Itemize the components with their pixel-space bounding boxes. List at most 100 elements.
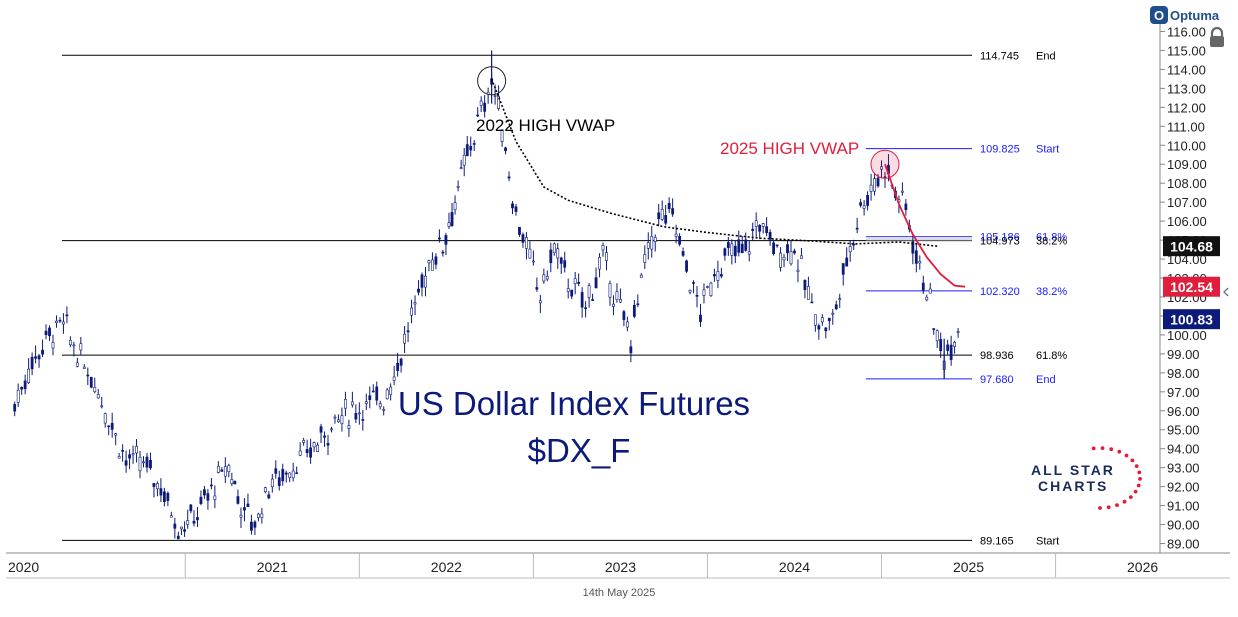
lock-icon[interactable] xyxy=(1207,26,1227,48)
candle-body xyxy=(817,325,821,330)
candle-body xyxy=(591,299,594,301)
logo-star xyxy=(1137,470,1142,475)
level-value-label: 109.825 xyxy=(980,144,1020,156)
y-tick-label: 114.00 xyxy=(1167,62,1206,77)
vwap-2025-line xyxy=(884,163,966,288)
candle-body xyxy=(162,491,166,502)
candle-body xyxy=(30,356,34,370)
candle-body xyxy=(189,504,193,512)
level-tag-label: 38.2% xyxy=(1036,236,1067,248)
candle-body xyxy=(695,295,699,297)
candle-body xyxy=(716,271,720,281)
candle-body xyxy=(726,242,730,249)
candle-body xyxy=(528,248,532,259)
candle-body xyxy=(270,478,274,488)
candle-body xyxy=(723,248,727,256)
candle-body xyxy=(316,444,319,453)
vwap-2022-line xyxy=(490,78,938,247)
y-tick-label: 112.00 xyxy=(1167,100,1206,115)
candle-body xyxy=(96,394,100,399)
y-tick-label: 90.00 xyxy=(1167,518,1200,533)
optuma-logo-icon: O xyxy=(1150,6,1168,24)
candle-body xyxy=(378,403,382,408)
level-tag-label: End xyxy=(1036,50,1056,62)
candle-body xyxy=(281,469,285,482)
candle-body xyxy=(803,279,807,290)
candle-body xyxy=(692,282,695,284)
candle-body xyxy=(946,344,950,351)
candle-body xyxy=(142,461,145,464)
candle-body xyxy=(183,529,186,532)
price-tag xyxy=(1163,309,1220,330)
candle-body xyxy=(79,343,83,351)
candle-body xyxy=(570,289,574,297)
candle-body xyxy=(873,178,876,192)
candle-body xyxy=(538,300,542,304)
y-tick-label: 92.00 xyxy=(1167,480,1200,495)
candle-body xyxy=(514,206,518,212)
candle-body xyxy=(650,236,654,250)
candle-body xyxy=(737,239,741,253)
candle-body xyxy=(319,426,323,433)
y-tick-label: 115.00 xyxy=(1167,43,1206,58)
candle-body xyxy=(199,496,203,504)
y-tick-label: 107.00 xyxy=(1167,195,1207,210)
candle-body xyxy=(876,177,880,187)
logo-star xyxy=(1117,449,1122,454)
candle-body xyxy=(605,252,608,261)
logo-star xyxy=(1128,495,1133,499)
candle-body xyxy=(939,339,943,352)
candle-body xyxy=(681,251,685,256)
candle-body xyxy=(880,166,883,170)
price-tag-label: 100.83 xyxy=(1170,312,1213,328)
candle-body xyxy=(667,203,671,210)
candle-body xyxy=(274,468,278,474)
candle-body xyxy=(75,362,79,367)
candle-body xyxy=(135,445,138,454)
candle-body xyxy=(904,203,908,211)
candle-body xyxy=(223,466,227,477)
all-star-logo-line2: CHARTS xyxy=(1038,478,1109,494)
candle-body xyxy=(678,235,682,245)
candle-body xyxy=(507,176,511,179)
level-value-label: 98.936 xyxy=(980,350,1014,362)
candle-body xyxy=(196,517,199,521)
optuma-logo: O Optuma xyxy=(1150,4,1219,26)
candle-body xyxy=(577,281,581,284)
candle-body xyxy=(93,386,97,393)
candle-body xyxy=(782,256,786,261)
y-tick-label: 91.00 xyxy=(1167,499,1200,514)
candle-body xyxy=(813,314,817,326)
candle-body xyxy=(138,456,142,472)
candle-body xyxy=(27,368,31,383)
candle-body xyxy=(330,428,333,431)
candle-body xyxy=(227,465,231,473)
x-tick-label: 2026 xyxy=(1127,559,1158,575)
candle-body xyxy=(354,413,358,420)
candle-body xyxy=(41,349,44,355)
candle-body xyxy=(250,521,253,531)
candle-body xyxy=(389,386,393,395)
candle-body xyxy=(646,242,650,249)
candle-body xyxy=(563,260,567,268)
candle-body xyxy=(747,251,751,255)
candle-body xyxy=(824,327,828,332)
logo-star xyxy=(1133,489,1138,494)
candle-body xyxy=(246,503,250,508)
candle-body xyxy=(657,212,661,220)
level-tag-label: Start xyxy=(1036,535,1059,547)
candle-body xyxy=(580,292,584,308)
candle-body xyxy=(653,237,657,242)
candle-body xyxy=(121,450,125,452)
logo-star xyxy=(1091,446,1096,451)
candle-body xyxy=(761,223,765,227)
candle-body xyxy=(267,494,271,499)
candle-body xyxy=(869,184,873,192)
candle-body xyxy=(483,102,487,112)
x-tick-label: 2023 xyxy=(605,559,636,575)
candle-body xyxy=(852,243,856,246)
candle-body xyxy=(16,389,20,403)
candle-body xyxy=(862,205,866,209)
candle-body xyxy=(789,251,793,265)
candle-body xyxy=(807,286,810,300)
